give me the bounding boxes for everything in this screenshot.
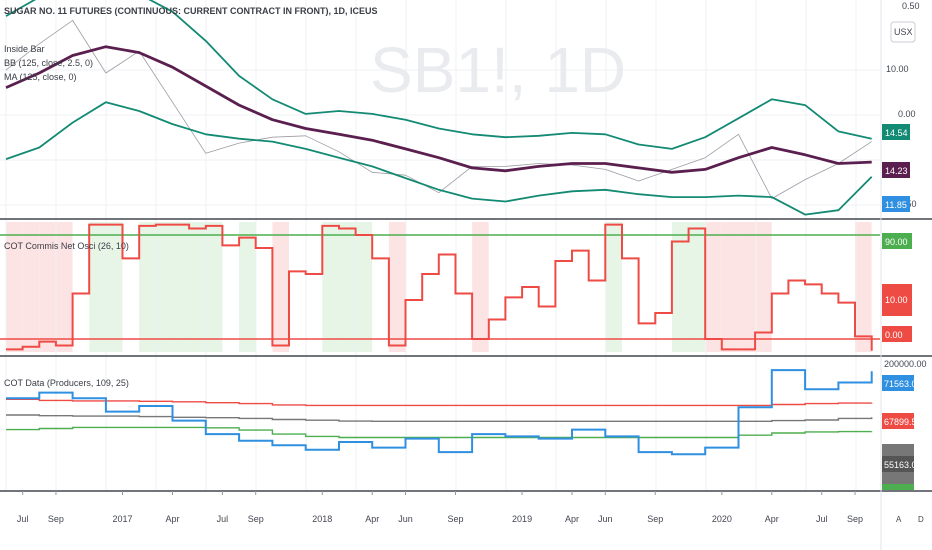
- ma-value: 14.23: [885, 166, 908, 176]
- time-axis-label: Jul: [217, 514, 229, 524]
- oscillator-zone: [39, 222, 56, 352]
- bb-upper-tag: [882, 124, 910, 140]
- legend-cot-data[interactable]: COT Data (Producers, 109, 25): [4, 378, 129, 388]
- osc-current-value: 0.00: [885, 330, 903, 340]
- osc-value-tag: [882, 326, 912, 342]
- legend-inside-bar[interactable]: Inside Bar: [4, 44, 45, 54]
- oscillator-zone: [322, 222, 339, 352]
- oscillator-zone: [671, 222, 689, 352]
- cot-green-tag: [882, 484, 914, 490]
- axis-tick: 0.00: [898, 109, 916, 119]
- time-axis-label: Apr: [365, 514, 379, 524]
- time-axis-label: 2018: [312, 514, 332, 524]
- osc-lower-tag: [882, 284, 912, 316]
- producers-line: [6, 369, 873, 456]
- oscillator-zone: [22, 222, 40, 352]
- oscillator-zone: [355, 222, 373, 352]
- time-axis-label: 2020: [712, 514, 732, 524]
- osc-upper-value: 90.00: [885, 237, 908, 247]
- price-series-line: [5, 20, 872, 199]
- oscillator-zone: [105, 222, 123, 352]
- osc-lower-value: 10.00: [885, 295, 908, 305]
- oscillator-zone: [855, 222, 872, 352]
- time-axis-label: Sep: [447, 514, 463, 524]
- bb-upper-band: [5, 0, 872, 150]
- cot-middle-line: [6, 414, 873, 422]
- auto-scale-button[interactable]: A: [896, 515, 902, 524]
- time-axis-label: 2017: [113, 514, 133, 524]
- oscillator-pane[interactable]: [0, 223, 880, 351]
- oscillator-zone: [55, 222, 73, 352]
- axis-tick: 200000.00: [884, 359, 927, 369]
- bb-upper-value: 14.54: [885, 128, 908, 138]
- time-axis-label: Sep: [48, 514, 64, 524]
- oscillator-zone: [755, 222, 772, 352]
- ma-tag: [882, 162, 910, 178]
- oscillator-zone: [139, 222, 156, 352]
- time-axis-label: Sep: [847, 514, 863, 524]
- time-axis-label: Apr: [765, 514, 779, 524]
- oscillator-background-zones: [6, 222, 872, 352]
- time-axis-label: Jun: [598, 514, 613, 524]
- oscillator-zone: [705, 222, 722, 352]
- cot-current-value: 71563.00: [884, 379, 922, 389]
- oscillator-zone: [189, 222, 206, 352]
- oscillator-zone: [688, 222, 706, 352]
- cot-lower-value: 55163.00: [884, 460, 922, 470]
- price-pane[interactable]: [5, 0, 873, 216]
- oscillator-zone: [239, 222, 256, 352]
- oscillator-zone: [89, 222, 106, 352]
- cot-oscillator-line: [6, 223, 873, 351]
- time-axis-label: Jul: [816, 514, 828, 524]
- legend-bb[interactable]: BB (125, close, 2.5, 0): [4, 58, 93, 68]
- cot-lower-tag: [882, 456, 914, 472]
- time-axis-label: Jul: [17, 514, 29, 524]
- cot-data-pane[interactable]: [6, 369, 873, 456]
- cot-upper-tag: [882, 413, 914, 429]
- oscillator-zone: [155, 222, 173, 352]
- oscillator-zone: [6, 222, 23, 352]
- time-axis-label: Apr: [565, 514, 579, 524]
- bb-lower-value: 11.85: [885, 200, 907, 210]
- legend-cot-oscillator[interactable]: COT Commis Net Osci (26, 10): [4, 241, 129, 251]
- osc-upper-tag: [882, 233, 912, 249]
- legend-ma[interactable]: MA (125, close, 0): [4, 72, 77, 82]
- time-axis[interactable]: Jul Sep 2017 Apr Jul Sep 2018 Apr Jun Sep 2019 Apr J…: [17, 491, 863, 524]
- oscillator-zone: [721, 222, 739, 352]
- bb-lower-tag: [882, 196, 910, 212]
- cot-upper-value: 67899.50: [884, 417, 922, 427]
- oscillator-zone: [272, 222, 289, 352]
- log-scale-button[interactable]: D: [918, 515, 924, 524]
- oscillator-zone: [205, 222, 223, 352]
- bb-lower-band: [5, 101, 873, 216]
- time-axis-label: Apr: [165, 514, 179, 524]
- cot-value-tag: [882, 375, 914, 391]
- time-axis-label: 2019: [512, 514, 532, 524]
- oscillator-zone: [172, 222, 190, 352]
- currency-button[interactable]: [890, 21, 916, 43]
- axis-tick: 10.00: [886, 64, 909, 74]
- symbol-title[interactable]: SUGAR NO. 11 FUTURES (CONTINUOUS: CURREN…: [4, 6, 378, 16]
- oscillator-zone: [338, 222, 356, 352]
- axis-tick: 0.50: [902, 1, 920, 11]
- symbol-watermark: SB1!, 1D: [370, 34, 626, 106]
- oscillator-zone: [472, 222, 489, 352]
- time-axis-label: Sep: [647, 514, 663, 524]
- currency-label: USX: [894, 27, 913, 37]
- cot-lower-line: [6, 426, 873, 439]
- oscillator-zone: [605, 222, 622, 352]
- ma-series-line: [5, 45, 872, 174]
- time-axis-label: Sep: [248, 514, 264, 524]
- time-axis-label: Jun: [398, 514, 413, 524]
- oscillator-zone: [738, 222, 756, 352]
- oscillator-zone: [388, 222, 406, 352]
